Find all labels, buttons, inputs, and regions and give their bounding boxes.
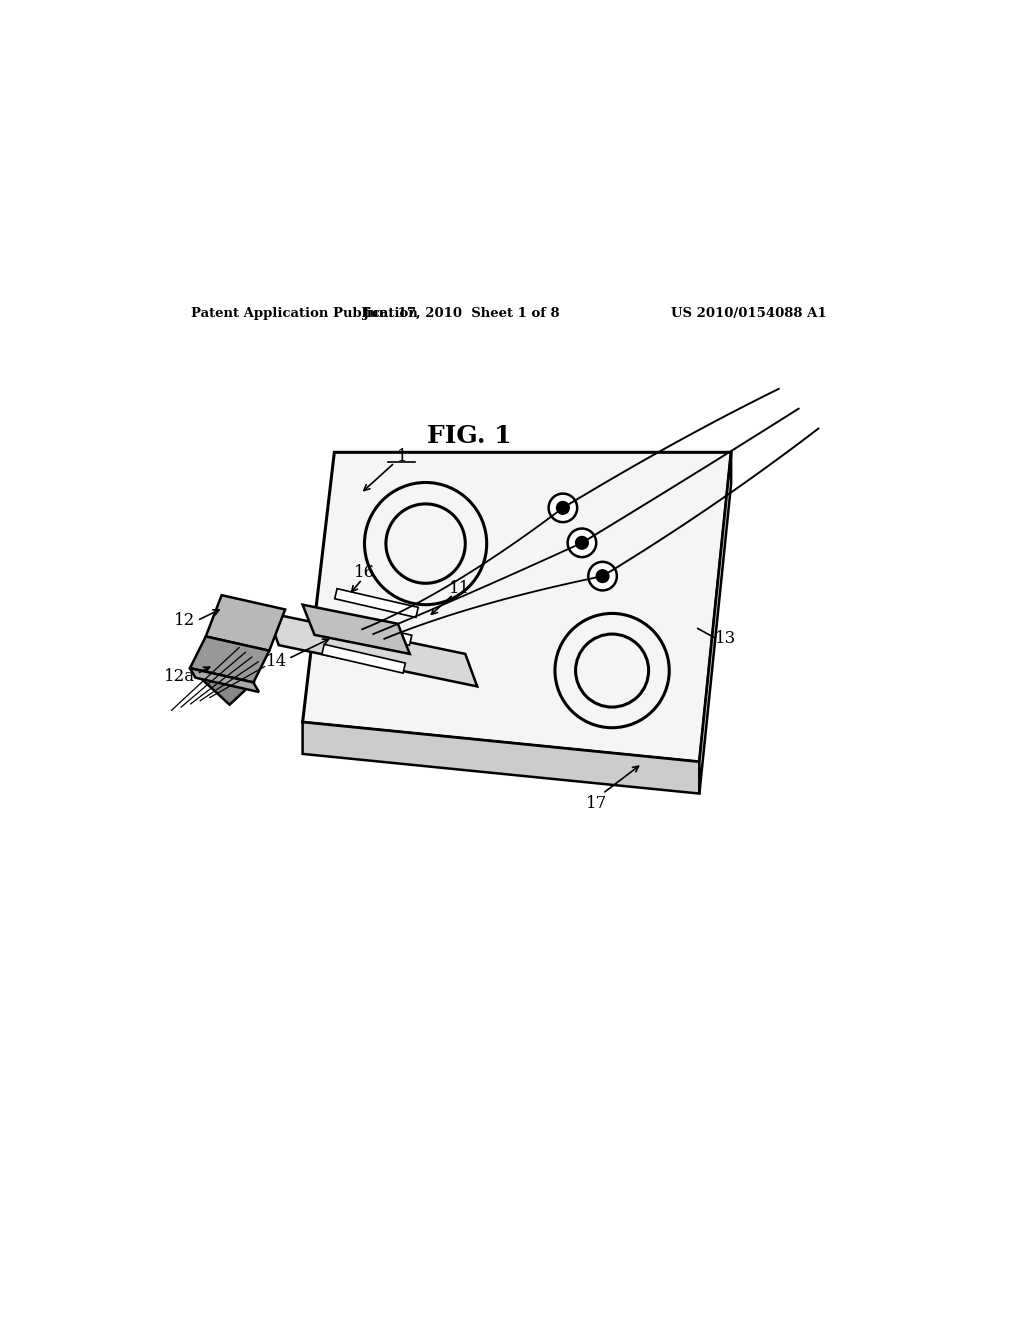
Circle shape (588, 562, 616, 590)
Text: 17: 17 (586, 795, 607, 812)
Polygon shape (322, 644, 406, 673)
Polygon shape (303, 722, 699, 793)
Polygon shape (206, 595, 285, 651)
Polygon shape (303, 605, 410, 653)
Polygon shape (699, 453, 731, 793)
Text: Patent Application Publication: Patent Application Publication (191, 308, 418, 319)
Polygon shape (303, 453, 731, 762)
Polygon shape (189, 668, 253, 705)
Text: 11: 11 (450, 581, 470, 598)
Text: 1: 1 (396, 447, 408, 465)
Text: US 2010/0154088 A1: US 2010/0154088 A1 (671, 308, 826, 319)
Circle shape (575, 536, 588, 549)
Text: FIG. 1: FIG. 1 (427, 425, 512, 449)
Text: 12a: 12a (164, 668, 196, 685)
Circle shape (549, 494, 578, 523)
Polygon shape (329, 616, 412, 645)
Text: 13: 13 (715, 631, 736, 647)
Text: 12: 12 (174, 612, 196, 630)
Text: 14: 14 (265, 652, 287, 669)
Polygon shape (189, 636, 269, 682)
Polygon shape (189, 668, 259, 692)
Polygon shape (335, 589, 418, 618)
Polygon shape (267, 612, 477, 686)
Text: Jun. 17, 2010  Sheet 1 of 8: Jun. 17, 2010 Sheet 1 of 8 (362, 308, 560, 319)
Text: 16: 16 (354, 565, 375, 581)
Circle shape (596, 570, 609, 582)
Circle shape (567, 528, 596, 557)
Circle shape (557, 502, 569, 515)
